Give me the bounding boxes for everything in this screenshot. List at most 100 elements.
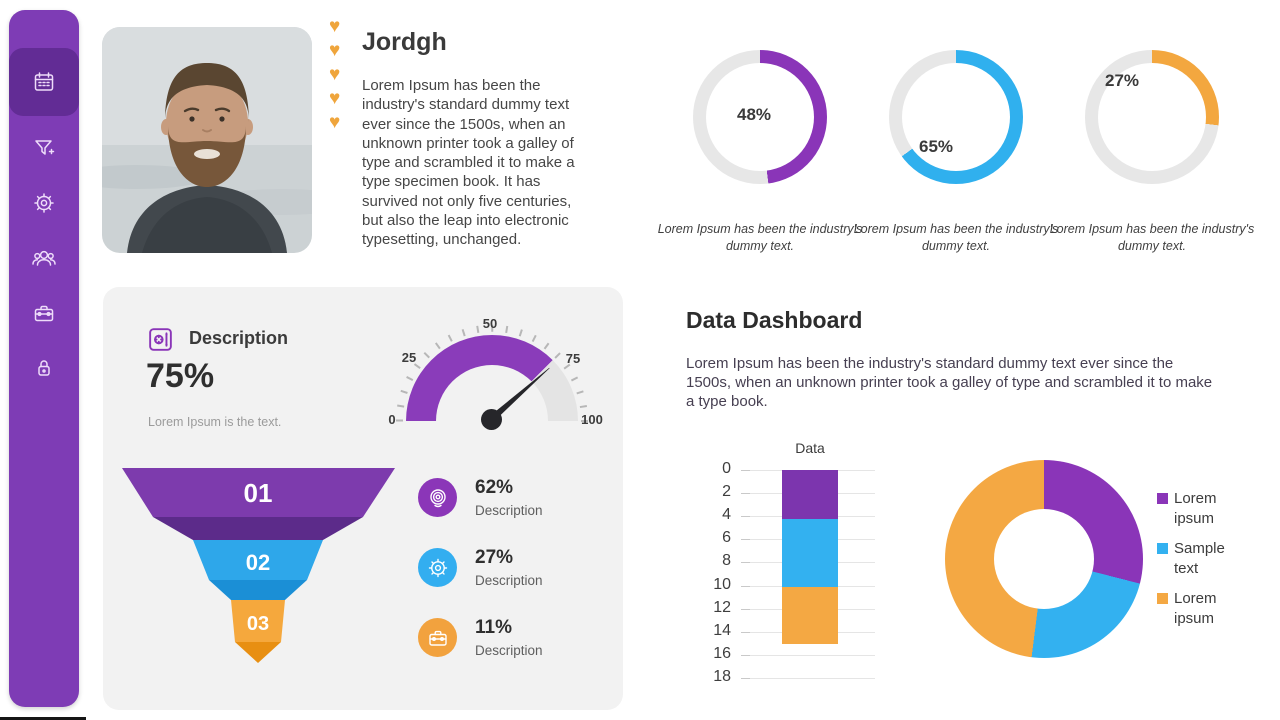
ring-hole <box>706 63 814 171</box>
funnel-tier-3 <box>231 600 285 642</box>
stat-value: 11% <box>475 617 512 638</box>
profile-name: Jordgh <box>362 28 447 56</box>
y-axis-label: 18 <box>713 667 731 685</box>
pie-legend: Lorem ipsum Sample text Lorem ipsum <box>1157 489 1246 629</box>
card-value: 75% <box>146 357 215 395</box>
stat-label: Description <box>475 643 543 658</box>
bar-segment <box>782 518 838 587</box>
legend-label: Lorem ipsum <box>1174 490 1217 527</box>
profile-bio: Lorem Ipsum has been the industry's stan… <box>362 77 575 249</box>
briefcase-icon <box>418 618 457 657</box>
progress-ring-1: 48% <box>693 50 827 184</box>
axis-tick <box>741 608 750 610</box>
axis-tick <box>741 470 750 471</box>
funnel-tier-1 <box>122 468 395 517</box>
gauge-tick <box>576 390 584 395</box>
funnel-tier-2 <box>193 540 323 580</box>
stat-label: Description <box>475 573 543 588</box>
axis-tick <box>741 654 750 656</box>
ring-caption-1: Lorem Ipsum has been the industry's dumm… <box>657 222 863 253</box>
axis-tick <box>741 631 750 633</box>
stat-item-2: 27% Description <box>418 548 543 588</box>
gear-icon <box>418 548 457 587</box>
briefcase-icon <box>34 305 54 322</box>
sidebar-item-filter[interactable] <box>9 122 79 174</box>
gear-icon <box>34 193 54 213</box>
sidebar-item-users[interactable] <box>9 232 79 284</box>
y-axis-label: 2 <box>722 483 731 501</box>
heart-icon: ♥ <box>329 16 341 37</box>
bar-segment <box>782 586 838 645</box>
axis-tick <box>741 677 750 679</box>
users-icon <box>32 250 56 266</box>
gauge-tick <box>579 405 587 408</box>
y-axis-label: 10 <box>713 575 731 593</box>
y-axis-label: 6 <box>722 529 731 547</box>
sidebar-item-toolbox[interactable] <box>9 287 79 339</box>
gauge-tick-label: 100 <box>581 412 603 427</box>
progress-ring-3: 27% <box>1085 50 1219 184</box>
stat-value: 62% <box>475 477 514 498</box>
ring-value-label: 65% <box>918 137 954 156</box>
ring-value-label: 27% <box>1104 71 1140 90</box>
stat-item-1: 62% Description <box>418 477 543 518</box>
safe-icon <box>147 326 174 358</box>
description-card: Description 75% Lorem Ipsum is the text.… <box>103 287 623 710</box>
stacked-bar-column <box>782 470 838 645</box>
y-axis-label: 12 <box>713 598 731 616</box>
progress-ring-2: 65% <box>889 50 1023 184</box>
legend-label: Lorem ipsum <box>1174 590 1217 627</box>
card-title: Description <box>189 328 289 348</box>
profile-photo <box>102 27 312 253</box>
legend-entry-1: Lorem ipsum <box>1157 489 1246 529</box>
lock-icon <box>38 360 50 376</box>
calendar-icon <box>34 72 54 91</box>
gauge-chart <box>406 335 578 421</box>
sidebar-item-calendar[interactable] <box>9 56 79 108</box>
bottom-edge-strip <box>0 717 86 720</box>
gauge-tick-label: 0 <box>388 412 396 427</box>
ring-caption-2: Lorem Ipsum has been the industry's dumm… <box>853 222 1059 253</box>
ring-value-label: 48% <box>736 105 772 124</box>
ring-caption-3: Lorem Ipsum has been the industry's dumm… <box>1049 222 1255 253</box>
funnel-tier-2-shade <box>209 580 307 600</box>
pie-hole <box>994 509 1094 609</box>
sidebar-item-lock[interactable] <box>9 342 79 394</box>
filter-plus-icon <box>35 140 55 155</box>
gauge-tick-label: 75 <box>565 351 581 366</box>
funnel-tier-1-shade <box>153 517 363 540</box>
ring-hole <box>1098 63 1206 171</box>
heart-icon: ♥ <box>329 64 341 85</box>
dashboard-title: Data Dashboard <box>686 307 863 333</box>
ring-hole <box>902 63 1010 171</box>
funnel-label-1: 01 <box>244 478 273 508</box>
funnel-label-3: 03 <box>247 613 269 635</box>
gauge-tick <box>397 405 405 408</box>
bar-segment <box>782 470 838 519</box>
sidebar <box>9 10 79 707</box>
donut-pie-chart <box>945 460 1143 658</box>
y-axis-label: 4 <box>722 506 731 524</box>
y-axis-label: 0 <box>722 460 731 477</box>
funnel-chart: 01 02 03 <box>122 468 395 663</box>
hearts-rating: ♥ ♥ ♥ ♥ ♥ <box>329 16 351 133</box>
y-axis-label: 14 <box>713 621 731 639</box>
gauge-tick-label: 25 <box>401 350 417 365</box>
y-axis-label: 8 <box>722 552 731 570</box>
stat-item-3: 11% Description <box>418 617 543 658</box>
gauge-tick <box>581 420 588 422</box>
stats-list: 62% Description 27% Description <box>418 477 543 658</box>
y-axis-label: 16 <box>713 644 731 662</box>
legend-swatch <box>1157 543 1168 554</box>
legend-label: Sample text <box>1174 540 1225 577</box>
stat-label: Description <box>475 503 543 518</box>
card-subtitle: Lorem Ipsum is the text. <box>148 415 282 429</box>
gauge-hub <box>481 409 502 430</box>
gridline <box>741 654 875 656</box>
axis-tick <box>741 562 750 564</box>
dashboard-text: Lorem Ipsum has been the industry's stan… <box>686 355 1213 411</box>
sidebar-item-settings[interactable] <box>9 177 79 229</box>
axis-tick <box>741 516 750 518</box>
legend-swatch <box>1157 593 1168 604</box>
